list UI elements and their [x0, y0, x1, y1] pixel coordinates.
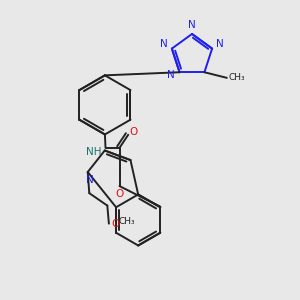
Text: O: O [116, 188, 124, 199]
Text: N: N [86, 175, 94, 185]
Text: CH₃: CH₃ [229, 73, 245, 82]
Text: O: O [112, 219, 120, 229]
Text: N: N [216, 39, 224, 49]
Text: O: O [130, 127, 138, 136]
Text: N: N [188, 20, 196, 30]
Text: N: N [160, 39, 168, 49]
Text: NH: NH [86, 147, 102, 157]
Text: N: N [167, 70, 175, 80]
Text: CH₃: CH₃ [118, 217, 135, 226]
